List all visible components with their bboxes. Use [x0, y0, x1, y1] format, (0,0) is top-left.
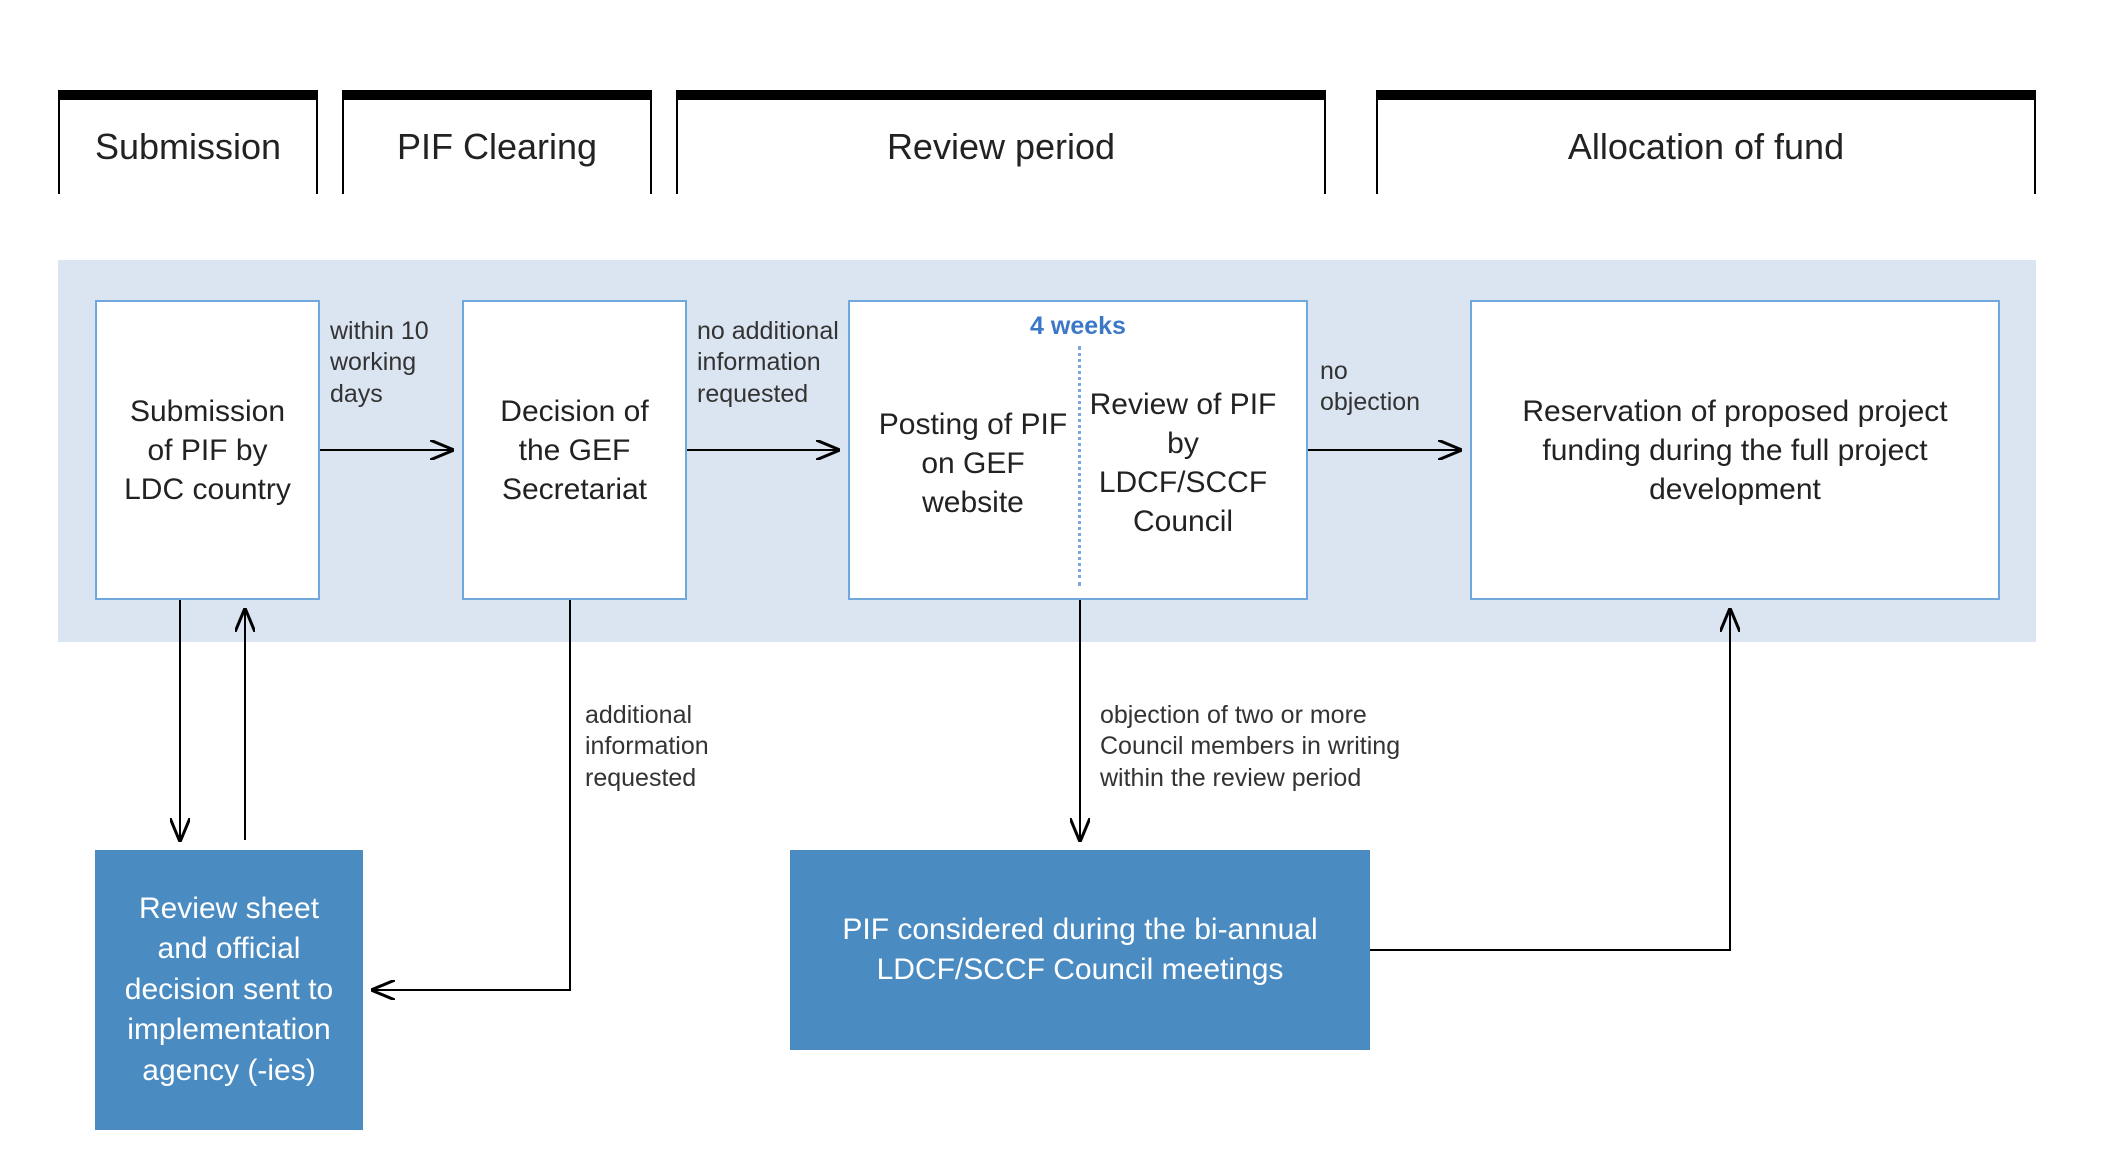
node-split-right: Review of PIF by LDCF/SCCF Council	[1088, 385, 1278, 541]
phase-label: Submission	[95, 126, 281, 167]
phase-header-allocation: Allocation of fund	[1376, 90, 2036, 194]
phase-label: PIF Clearing	[397, 126, 597, 167]
node-decision-gef: Decision of the GEF Secretariat	[462, 300, 687, 600]
split-divider	[1078, 346, 1081, 586]
node-text: Submission of PIF by LDC country	[115, 392, 300, 509]
node-pif-considered: PIF considered during the bi-annual LDCF…	[790, 850, 1370, 1050]
edge-label-additional-req: additional information requested	[585, 700, 745, 794]
edge-label-objection: objection of two or more Council members…	[1100, 700, 1440, 794]
phase-header-pif-clearing: PIF Clearing	[342, 90, 652, 194]
node-review-sheet: Review sheet and official decision sent …	[95, 850, 363, 1130]
weeks-label: 4 weeks	[848, 312, 1308, 341]
phase-header-submission: Submission	[58, 90, 318, 194]
node-text: Decision of the GEF Secretariat	[482, 392, 667, 509]
node-text: Review sheet and official decision sent …	[115, 889, 343, 1092]
node-text: Reservation of proposed project funding …	[1490, 392, 1980, 509]
edge-label-no-objection: no objection	[1320, 356, 1450, 419]
node-submission-pif: Submission of PIF by LDC country	[95, 300, 320, 600]
node-text: PIF considered during the bi-annual LDCF…	[810, 910, 1350, 991]
node-split-left: Posting of PIF on GEF website	[878, 405, 1068, 522]
edge-label-10days: within 10 working days	[330, 316, 460, 410]
phase-header-review: Review period	[676, 90, 1326, 194]
node-reservation: Reservation of proposed project funding …	[1470, 300, 2000, 600]
edge-label-no-additional: no additional information requested	[697, 316, 847, 410]
phase-label: Allocation of fund	[1568, 126, 1844, 167]
phase-label: Review period	[887, 126, 1115, 167]
edge-arrow	[373, 600, 570, 990]
